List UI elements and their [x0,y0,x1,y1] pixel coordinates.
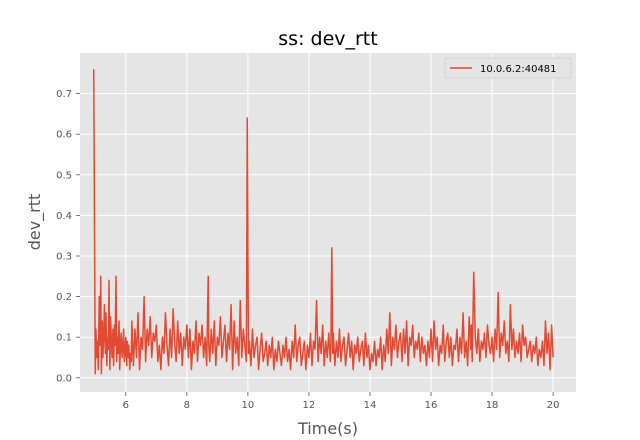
x-tick-label: 12 [303,400,316,411]
y-tick-label: 0.2 [56,292,72,303]
y-tick-label: 0.1 [56,333,72,344]
y-tick-label: 0.5 [56,170,72,181]
x-tick-label: 8 [184,400,190,411]
x-tick-label: 16 [425,400,438,411]
legend-label: 10.0.6.2:40481 [480,64,557,75]
x-tick-label: 10 [242,400,255,411]
y-axis-label: dev_rtt [25,194,45,251]
x-axis-label: Time(s) [297,419,358,438]
series-group [92,69,554,375]
y-tick-label: 0.7 [56,89,72,100]
legend-box [444,57,572,79]
chart-title: ss: dev_rtt [278,28,377,50]
x-tick-label: 14 [364,400,377,411]
y-tick-label: 0.6 [56,130,72,141]
series-line [92,69,554,375]
x-tick-label: 18 [486,400,499,411]
legend: 10.0.6.2:40481 [444,57,572,79]
x-tick-label: 6 [123,400,129,411]
y-tick-label: 0.0 [56,373,72,384]
y-tick-label: 0.4 [56,211,72,222]
x-tick-label: 20 [547,400,560,411]
axis-ticks: 6 8 10 12 14 16 18 20 0.0 0.1 0.2 0.3 0.4 0.5 0.6 0.7 [56,89,559,411]
y-tick-label: 0.3 [56,251,72,262]
